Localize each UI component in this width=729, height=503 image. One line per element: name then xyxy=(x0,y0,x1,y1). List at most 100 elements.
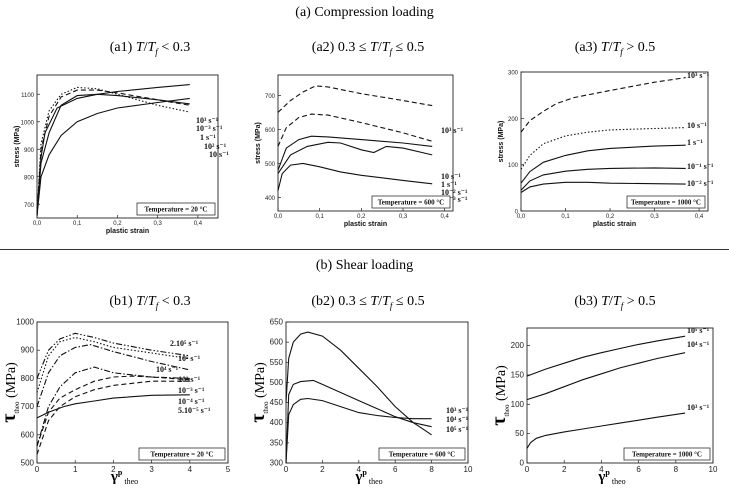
series-line-b1-0 xyxy=(36,332,190,379)
series-line-a3-0 xyxy=(520,77,686,133)
x-tick-label-a3: 0,1 xyxy=(561,214,570,220)
y-tick-label-b1: 1000 xyxy=(16,318,34,327)
x-tick-label-b2: 8 xyxy=(429,465,434,474)
y-tick-label-b2: 650 xyxy=(270,318,284,327)
plot-frame-b2 xyxy=(285,321,469,464)
y-tick-label-a2: 700 xyxy=(265,94,276,100)
series-line-a2-2 xyxy=(277,135,433,171)
y-tick-label-b3: 0 xyxy=(520,459,525,468)
y-tick-label-b2: 450 xyxy=(270,398,284,407)
y-tick-label-a3: 200 xyxy=(508,117,519,123)
series-line-a1-1 xyxy=(36,97,190,216)
section-a-title: (a) Compression loading xyxy=(295,5,434,20)
chart-a3-group: 0,0 0,1 0,2 0,3 0,4 0 100 200 300 plastic strain s… xyxy=(498,71,714,229)
y-tick-label-a2: 600 xyxy=(265,128,276,134)
temperature-box-a1: Temperature = 20 °C xyxy=(136,202,216,216)
plot-frame-b3 xyxy=(526,327,714,464)
x-tick-label-a3: 0,2 xyxy=(606,214,615,220)
series-line-a2-0 xyxy=(277,85,433,113)
series-line-a1-4 xyxy=(36,86,190,216)
chart-a2-group: 0,0 0,1 0,2 0,3 0,4 400 500 600 700 plastic strai… xyxy=(255,74,468,228)
x-tick-label-a3: 0,4 xyxy=(695,214,704,220)
y-axis-label-b3: τtheo (MPa) xyxy=(488,365,511,426)
series-label-a3-2: 1 s⁻¹ xyxy=(687,138,703,147)
y-tick-label-b1: 800 xyxy=(21,374,35,383)
temperature-label-a1: Temperature = 20 °C xyxy=(145,206,208,214)
series-line-a2-3 xyxy=(277,141,433,174)
x-tick-label-b1: 3 xyxy=(149,465,154,474)
y-tick-label-b2: 500 xyxy=(270,378,284,387)
x-tick-label-a2: 0,2 xyxy=(357,214,366,220)
y-tick-label-a2: 500 xyxy=(265,162,276,168)
chart-a1-group: 0,0 0,1 0,2 0,3 0,4 700 800 900 1000 1100 plastic … xyxy=(14,74,229,235)
x-tick-label-a1: 0,0 xyxy=(33,221,42,227)
y-tick-label-a1: 1100 xyxy=(21,93,35,99)
panel-title-b2: (b2) 0.3 ≤ T/Tf ≤ 0.5 xyxy=(311,294,425,311)
series-label-b3-0: 10⁵ s⁻¹ xyxy=(687,326,710,335)
temperature-label-a3: Temperature = 1000 °C xyxy=(631,199,701,207)
series-line-a2-4 xyxy=(277,162,433,191)
series-line-b1-1 xyxy=(36,336,190,393)
x-tick-label-a3: 0,3 xyxy=(650,214,659,220)
y-axis-label-b2: τtheo (MPa) xyxy=(247,362,270,423)
x-tick-label-b1: 5 xyxy=(226,465,231,474)
series-line-b1-3 xyxy=(36,366,190,447)
series-label-b2-0: 10³ s⁻¹ xyxy=(446,406,469,415)
y-tick-label-b2: 400 xyxy=(270,418,284,427)
y-tick-label-a1: 800 xyxy=(24,175,35,181)
x-tick-label-b3: 10 xyxy=(709,465,718,474)
x-tick-label-b2: 10 xyxy=(464,465,473,474)
y-tick-label-b2: 350 xyxy=(270,438,284,447)
series-label-a3-0: 10³ s⁻¹ xyxy=(687,71,710,80)
series-line-b2-2 xyxy=(285,331,432,436)
y-tick-label-b1: 700 xyxy=(21,402,35,411)
series-line-b2-1 xyxy=(285,379,432,464)
panel-title-a3: (a3) T/Tf > 0.5 xyxy=(574,40,656,57)
y-tick-label-a3: 300 xyxy=(508,71,519,77)
panel-title-a2: (a2) 0.3 ≤ T/Tf ≤ 0.5 xyxy=(311,40,425,57)
series-label-b1-2: 10⁴ s⁻¹ xyxy=(156,365,179,374)
series-line-b1-4 xyxy=(36,375,190,447)
series-line-b3-0 xyxy=(526,335,686,377)
series-label-a2-2: 1 s⁻¹ xyxy=(441,180,457,189)
x-tick-label-a2: 0,0 xyxy=(274,214,283,220)
series-line-b1-2 xyxy=(36,344,190,407)
y-tick-label-a1: 1000 xyxy=(21,120,35,126)
y-tick-label-b2: 300 xyxy=(270,459,284,468)
x-axis-label-a1: plastic strain xyxy=(106,228,149,235)
series-line-b3-1 xyxy=(526,352,686,401)
series-label-b1-6: 5.10⁻⁵ s⁻¹ xyxy=(178,406,211,415)
series-label-a1-3: 10² s⁻¹ xyxy=(204,142,227,151)
x-tick-label-b3: 2 xyxy=(562,465,567,474)
plot-frame-a3 xyxy=(520,71,709,212)
x-tick-label-a1: 0,2 xyxy=(113,221,122,227)
temperature-box-b2: Temperature = 600 °C xyxy=(378,447,466,461)
y-tick-label-b1: 500 xyxy=(21,459,35,468)
y-axis-label-b1: τtheo (MPa) xyxy=(0,362,21,423)
temperature-label-b3: Temperature = 1000 °C xyxy=(632,451,702,459)
temperature-box-b1: Temperature = 20 °C xyxy=(138,447,226,461)
series-label-a3-4: 10⁻² s⁻¹ xyxy=(687,179,714,188)
series-label-b3-1: 10⁴ s⁻¹ xyxy=(687,340,710,349)
x-tick-label-a2: 0,1 xyxy=(315,214,324,220)
series-line-a1-0 xyxy=(36,84,190,216)
x-tick-label-a1: 0,1 xyxy=(73,221,82,227)
temperature-label-b1: Temperature = 20 °C xyxy=(151,451,214,459)
y-tick-label-b2: 550 xyxy=(270,358,284,367)
plot-frame-b1 xyxy=(36,321,229,464)
x-axis-label-b2: γp theo xyxy=(354,468,382,486)
series-label-a2-3: 10⁻² s⁻¹ xyxy=(441,188,468,197)
series-label-a2-1: 10 s⁻¹ xyxy=(441,172,461,181)
series-label-a2-0: 10³ s⁻¹ xyxy=(441,126,464,135)
y-tick-label-b1: 600 xyxy=(21,430,35,439)
x-axis-label-a3: plastic strain xyxy=(593,221,636,228)
series-label-b3-2: 10³ s⁻¹ xyxy=(687,403,710,412)
x-tick-label-b3: 0 xyxy=(525,465,530,474)
panel-title-b1: (b1) T/Tf < 0.3 xyxy=(109,294,191,311)
x-tick-label-b1: 4 xyxy=(188,465,193,474)
y-tick-label-a3: 0 xyxy=(515,210,519,216)
y-tick-label-a2: 400 xyxy=(265,196,276,202)
x-tick-label-b2: 4 xyxy=(357,465,362,474)
series-label-a1-2: 1 s⁻¹ xyxy=(200,133,216,142)
